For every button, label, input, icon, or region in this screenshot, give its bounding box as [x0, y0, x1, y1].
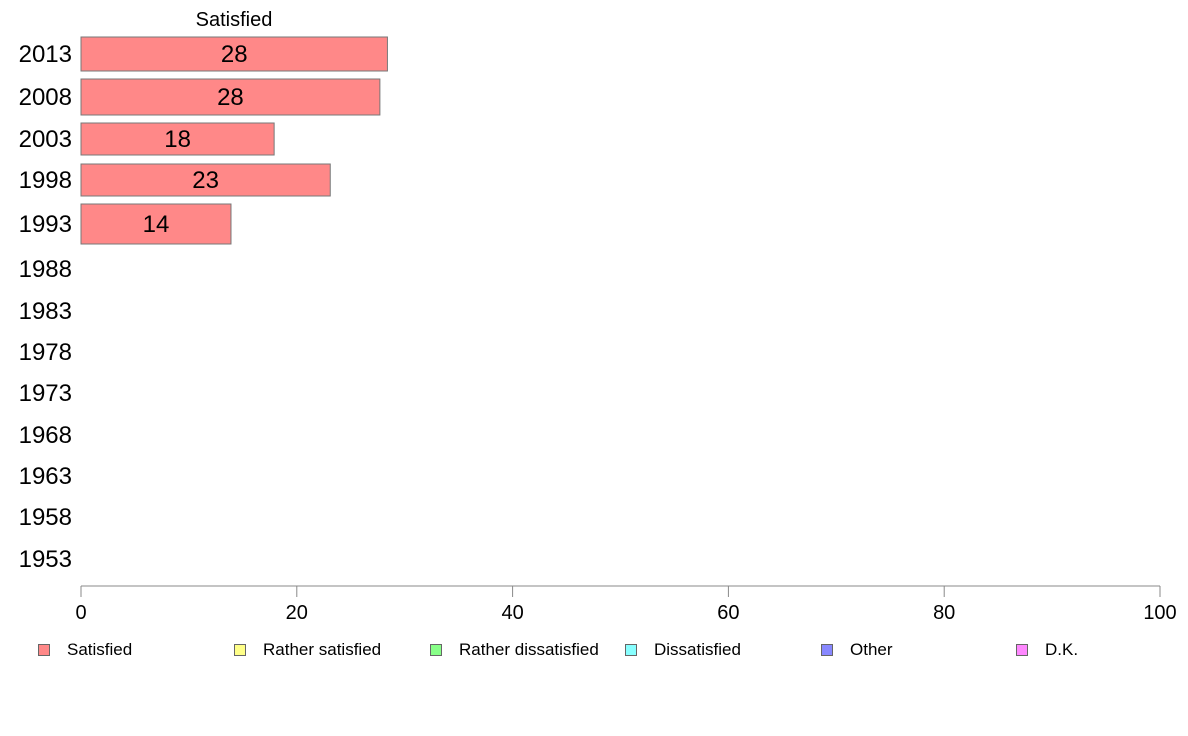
- legend-swatch: [821, 644, 833, 656]
- bar-1998: [80, 163, 331, 197]
- x-tick-label-60: 60: [717, 602, 739, 624]
- legend-swatch: [430, 644, 442, 656]
- legend-swatch: [625, 644, 637, 656]
- bar-1993: [80, 203, 232, 245]
- y-tick-label-1983: 1983: [19, 298, 72, 325]
- legend-item: Dissatisfied: [625, 639, 741, 661]
- bar-value-label-2013: 28: [221, 41, 248, 68]
- y-tick-label-2013: 2013: [19, 41, 72, 68]
- x-tick-label-100: 100: [1143, 602, 1176, 624]
- series-header: Satisfied: [196, 9, 273, 31]
- legend-item: Satisfied: [38, 639, 132, 661]
- bar-2008: [80, 78, 381, 116]
- y-tick-label-1978: 1978: [19, 339, 72, 366]
- legend-swatch: [1016, 644, 1028, 656]
- x-tick-label-0: 0: [75, 602, 86, 624]
- bar-2003: [80, 122, 275, 156]
- y-tick-label-1953: 1953: [19, 546, 72, 573]
- legend-label: Other: [850, 640, 893, 659]
- bar-value-label-2003: 18: [164, 126, 191, 153]
- legend-label: Rather satisfied: [263, 640, 382, 659]
- y-tick-label-1973: 1973: [19, 380, 72, 407]
- y-tick-label-2008: 2008: [19, 84, 72, 111]
- y-tick-label-1988: 1988: [19, 256, 72, 283]
- x-tick-label-80: 80: [933, 602, 955, 624]
- legend-label: Dissatisfied: [654, 640, 741, 659]
- x-tick-label-40: 40: [501, 602, 523, 624]
- y-tick-label-2003: 2003: [19, 126, 72, 153]
- legend-label: Rather dissatisfied: [459, 640, 599, 659]
- y-tick-label-1958: 1958: [19, 504, 72, 531]
- y-tick-label-1968: 1968: [19, 422, 72, 449]
- y-tick-label-1963: 1963: [19, 463, 72, 490]
- bar-value-label-2008: 28: [217, 84, 244, 111]
- legend: Satisfied Rather satisfied Rather dissatis…: [38, 639, 1178, 661]
- bar-value-label-1993: 14: [143, 211, 170, 238]
- legend-label: Satisfied: [67, 640, 133, 659]
- y-tick-labels: 2013 2008 2003 1998 1993 1988 1983 1978 1973 1968…: [19, 41, 72, 573]
- legend-item: Other: [821, 639, 893, 661]
- bar-2013: [80, 36, 388, 72]
- legend-item: Rather satisfied: [234, 639, 381, 661]
- x-tick-label-20: 20: [286, 602, 308, 624]
- legend-label: D.K.: [1045, 640, 1079, 659]
- legend-swatch: [38, 644, 50, 656]
- legend-item: Rather dissatisfied: [430, 639, 599, 661]
- legend-item: D.K.: [1016, 639, 1078, 661]
- bar-value-label-1998: 23: [192, 167, 219, 194]
- legend-swatch: [234, 644, 246, 656]
- y-tick-label-1993: 1993: [19, 211, 72, 238]
- x-axis: 0 20 40 60 80 100: [75, 585, 1177, 624]
- y-tick-label-1998: 1998: [19, 167, 72, 194]
